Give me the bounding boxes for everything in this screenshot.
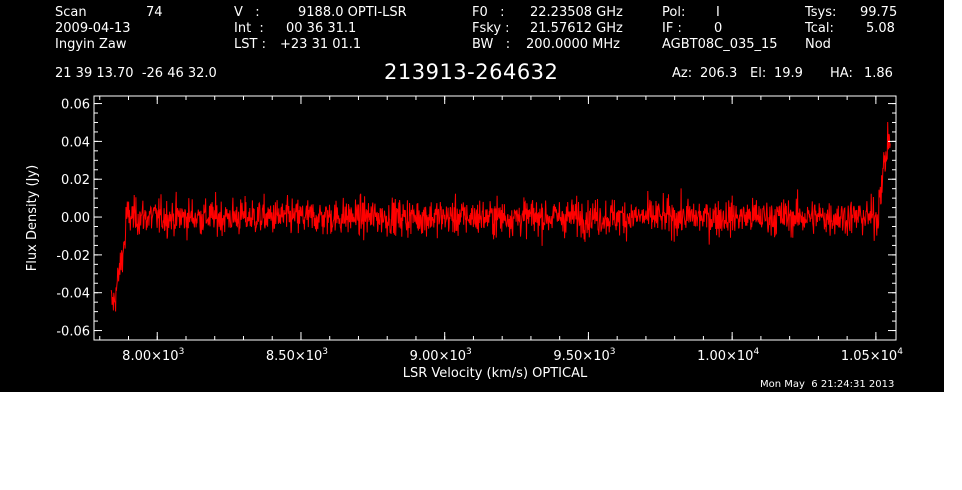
y-tick-label: 0.00 xyxy=(61,211,90,226)
x-tick-label: 8.00×103 xyxy=(122,347,184,364)
y-tick-label: -0.04 xyxy=(56,287,90,302)
x-tick-label: 1.00×104 xyxy=(697,347,759,364)
y-tick-label: 0.02 xyxy=(61,173,90,188)
bw-label: BW : xyxy=(472,37,511,52)
plot-frame xyxy=(93,95,897,341)
az-label: Az: xyxy=(672,66,693,81)
pol-label: Pol: xyxy=(662,5,686,20)
y-tick-label: 0.06 xyxy=(61,98,90,113)
f0-label: F0 : xyxy=(472,5,505,20)
tsys-label: Tsys: xyxy=(805,5,837,20)
velocity-label: V : xyxy=(234,5,260,20)
tsys-value: 99.75 xyxy=(860,5,898,20)
source-coordinates: 21 39 13.70 -26 46 32.0 xyxy=(55,66,217,81)
if-label: IF : xyxy=(662,21,682,36)
lst-label: LST : xyxy=(234,37,266,52)
project-id: AGBT08C_035_15 xyxy=(662,37,778,52)
x-axis-label: LSR Velocity (km/s) OPTICAL xyxy=(403,366,588,381)
y-tick-label: -0.06 xyxy=(56,325,90,340)
switch-mode: Nod xyxy=(805,37,831,52)
axis-ticks: 0.06 0.04 0.02 0.00 -0.02 -0.04 -0.06 8.00×103 8… xyxy=(56,96,903,364)
int-label: Int : xyxy=(234,21,264,36)
az-value: 206.3 xyxy=(700,66,738,81)
scan-label: Scan xyxy=(55,5,87,20)
y-axis-label: Flux Density (Jy) xyxy=(25,165,40,271)
y-tick-label: 0.04 xyxy=(61,135,90,150)
tcal-value: 5.08 xyxy=(866,21,895,36)
x-tick-label: 8.50×103 xyxy=(266,347,328,364)
el-value: 19.9 xyxy=(774,66,803,81)
obs-date: 2009-04-13 xyxy=(55,21,131,36)
pol-value: I xyxy=(716,5,720,20)
scan-value: 74 xyxy=(146,5,163,20)
x-tick-label: 9.00×103 xyxy=(410,347,472,364)
spectrum-trace-layer xyxy=(110,121,891,312)
if-value: 0 xyxy=(714,21,723,36)
velocity-value: 9188.0 OPTI-LSR xyxy=(298,5,407,20)
source-title: 213913-264632 xyxy=(384,60,559,84)
ha-value: 1.86 xyxy=(864,66,893,81)
lst-value: +23 31 01.1 xyxy=(280,37,362,52)
fsky-value: 21.57612 GHz xyxy=(530,21,623,36)
bw-value: 200.0000 MHz xyxy=(526,37,620,52)
ha-label: HA: xyxy=(830,66,853,81)
tcal-label: Tcal: xyxy=(805,21,834,36)
plot-panel: Scan 74 2009-04-13 Ingyin Zaw V : 9188.0… xyxy=(0,0,944,392)
y-tick-label: -0.02 xyxy=(56,249,90,264)
x-tick-label: 1.05×104 xyxy=(841,347,903,364)
f0-value: 22.23508 GHz xyxy=(530,5,623,20)
spectrum-line xyxy=(110,121,891,312)
fsky-label: Fsky : xyxy=(472,21,510,36)
spectrum-chart: 0.06 0.04 0.02 0.00 -0.02 -0.04 -0.06 8.00×103 8… xyxy=(25,95,903,381)
el-label: El: xyxy=(750,66,767,81)
int-value: 00 36 31.1 xyxy=(286,21,357,36)
x-tick-label: 9.50×103 xyxy=(553,347,615,364)
observer-name: Ingyin Zaw xyxy=(55,37,127,52)
timestamp: Mon May 6 21:24:31 2013 xyxy=(760,379,895,390)
